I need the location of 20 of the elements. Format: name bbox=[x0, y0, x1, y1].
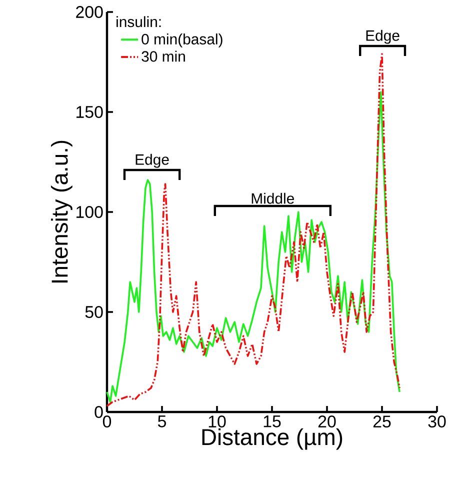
annotation: Edge bbox=[366, 30, 400, 44]
x-tick-label: 25 bbox=[373, 416, 391, 428]
y-tick-label: 0 bbox=[94, 406, 103, 418]
legend-title: insulin: bbox=[116, 16, 161, 28]
legend-label: 0 min(basal) bbox=[142, 33, 222, 48]
y-tick-label: 200 bbox=[76, 6, 103, 18]
x-axis-title: Distance (µm) bbox=[202, 428, 342, 450]
x-tick-label: 15 bbox=[264, 416, 281, 428]
x-tick-label: 20 bbox=[318, 416, 336, 428]
x-tick-label: 10 bbox=[208, 416, 226, 428]
y-tick-label: 150 bbox=[76, 106, 103, 118]
x-tick-label: 5 bbox=[158, 416, 166, 428]
y-tick-label: 100 bbox=[76, 206, 103, 218]
y-tick-label: 50 bbox=[85, 306, 103, 318]
legend-label: 30 min bbox=[142, 50, 185, 62]
annotation: Edge bbox=[136, 154, 169, 168]
x-tick-label: 0 bbox=[102, 416, 112, 428]
y-axis-title: Intensity (a.u.) bbox=[51, 140, 72, 282]
annotation: Middle bbox=[252, 192, 294, 204]
x-tick-label: 30 bbox=[428, 416, 446, 428]
